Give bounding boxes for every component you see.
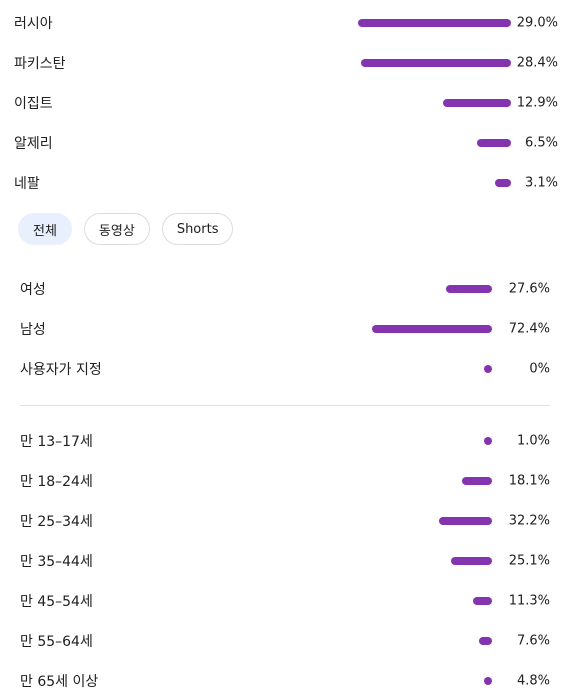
country-bar: [361, 59, 511, 67]
country-bar: [358, 19, 511, 27]
country-label: 이집트: [14, 96, 53, 112]
country-label: 러시아: [14, 16, 53, 32]
age-bar: [479, 637, 492, 645]
country-bar: [476, 139, 511, 147]
country-row: 파키스탄 28.4%: [0, 51, 568, 75]
section-divider: [20, 405, 550, 406]
gender-percent: 0%: [529, 361, 550, 377]
country-bar: [442, 99, 511, 107]
gender-bar: [372, 325, 492, 333]
age-row: 만 65세 이상 4.8%: [0, 669, 568, 693]
age-bar: [473, 597, 492, 605]
gender-row: 여성 27.6%: [0, 277, 568, 301]
age-row: 만 55–64세 7.6%: [0, 629, 568, 653]
gender-label: 남성: [20, 322, 46, 338]
country-percent: 12.9%: [516, 95, 558, 111]
gender-row: 사용자가 지정 0%: [0, 357, 568, 381]
age-label: 만 18–24세: [20, 474, 93, 490]
age-label: 만 45–54세: [20, 594, 93, 610]
age-percent: 11.3%: [508, 593, 550, 609]
gender-row: 남성 72.4%: [0, 317, 568, 341]
age-label: 만 55–64세: [20, 634, 93, 650]
country-label: 네팔: [14, 176, 40, 192]
gender-bar: [446, 285, 492, 293]
age-bar: [484, 437, 492, 445]
country-percent: 6.5%: [524, 135, 558, 151]
age-percent: 18.1%: [508, 473, 550, 489]
age-label: 만 35–44세: [20, 554, 93, 570]
country-row: 알제리 6.5%: [0, 131, 568, 155]
country-label: 알제리: [14, 136, 53, 152]
country-percent: 28.4%: [516, 55, 558, 71]
country-row: 러시아 29.0%: [0, 11, 568, 35]
country-label: 파키스탄: [14, 56, 66, 72]
age-percent: 7.6%: [516, 633, 550, 649]
age-label: 만 13–17세: [20, 434, 93, 450]
gender-label: 여성: [20, 282, 46, 298]
chip-videos[interactable]: 동영상: [83, 213, 150, 245]
age-row: 만 13–17세 1.0%: [0, 429, 568, 453]
age-percent: 4.8%: [516, 673, 550, 689]
country-row: 네팔 3.1%: [0, 171, 568, 195]
gender-label: 사용자가 지정: [20, 362, 102, 378]
age-row: 만 45–54세 11.3%: [0, 589, 568, 613]
age-label: 만 65세 이상: [20, 674, 99, 690]
age-label: 만 25–34세: [20, 514, 93, 530]
age-row: 만 35–44세 25.1%: [0, 549, 568, 573]
gender-bar: [484, 365, 492, 373]
country-bar: [494, 179, 511, 187]
age-bar: [484, 677, 492, 685]
age-percent: 32.2%: [508, 513, 550, 529]
age-percent: 25.1%: [508, 553, 550, 569]
chip-all[interactable]: 전체: [18, 213, 72, 245]
age-bar: [450, 557, 492, 565]
country-percent: 3.1%: [524, 175, 558, 191]
age-bar: [439, 517, 492, 525]
country-row: 이집트 12.9%: [0, 91, 568, 115]
chip-shorts[interactable]: Shorts: [161, 213, 234, 245]
country-percent: 29.0%: [516, 15, 558, 31]
age-row: 만 25–34세 32.2%: [0, 509, 568, 533]
age-row: 만 18–24세 18.1%: [0, 469, 568, 493]
age-percent: 1.0%: [516, 433, 550, 449]
content-type-filter: 전체 동영상 Shorts: [18, 213, 234, 247]
gender-percent: 72.4%: [508, 321, 550, 337]
gender-percent: 27.6%: [508, 281, 550, 297]
age-bar: [462, 477, 492, 485]
